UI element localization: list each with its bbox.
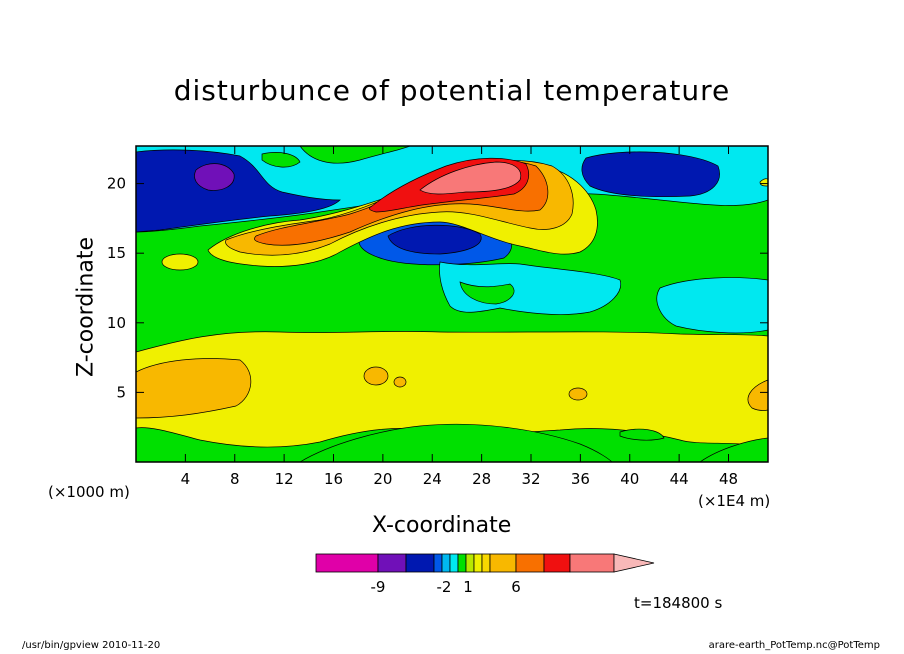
plot-frame [135,145,769,463]
colorbar-segment [515,553,545,573]
y-axis: 5 10 15 20 [107,175,768,401]
y-axis-label: Z-coordinate [73,237,99,377]
colorbar-segment [569,553,615,573]
colorbar: -9 -2 1 6 [315,553,655,596]
x-axis-label: X-coordinate [372,513,512,538]
colorbar-arrow [613,553,655,573]
x-scale-note: (×1E4 m) [698,492,771,510]
colorbar-segment [377,553,407,573]
colorbar-segment [449,553,459,573]
chart-title: disturbunce of potential temperature [173,74,731,107]
x-axis: 4 8 12 16 20 24 28 32 36 40 44 48 [181,146,738,488]
colorbar-segment [441,553,451,573]
x-tick-label: 32 [521,470,540,488]
x-tick-label: 4 [181,470,191,488]
time-label: t=184800 s [634,594,723,612]
colorbar-segment [433,553,443,573]
x-tick-label: 8 [230,470,240,488]
x-tick-label: 40 [620,470,639,488]
footer-left: /usr/bin/gpview 2010-11-20 [22,640,161,651]
colorbar-label: -2 [437,578,452,596]
colorbar-segment [543,553,571,573]
colorbar-segment [481,553,491,573]
x-tick-label: 44 [670,470,689,488]
x-tick-label: 16 [324,470,343,488]
x-tick-label: 28 [472,470,491,488]
colorbar-segment [465,553,475,573]
y-tick-label: 5 [116,383,126,401]
x-tick-label: 12 [275,470,294,488]
footer-right: arare-earth_PotTemp.nc@PotTemp [708,640,880,651]
colorbar-label: -9 [371,578,386,596]
colorbar-label: 6 [511,578,521,596]
x-unit-note: (×1000 m) [48,483,130,501]
colorbar-segment [457,553,467,573]
x-tick-label: 48 [719,470,738,488]
contour-field [136,146,768,462]
colorbar-segment [315,553,379,573]
colorbar-segment [405,553,435,573]
colorbar-segment [473,553,483,573]
y-tick-label: 20 [107,175,126,193]
colorbar-label: 1 [463,578,473,596]
x-tick-label: 36 [571,470,590,488]
x-tick-label: 24 [423,470,442,488]
colorbar-segment [489,553,517,573]
y-tick-label: 10 [107,314,126,332]
y-tick-label: 15 [107,244,126,262]
x-tick-label: 20 [373,470,392,488]
